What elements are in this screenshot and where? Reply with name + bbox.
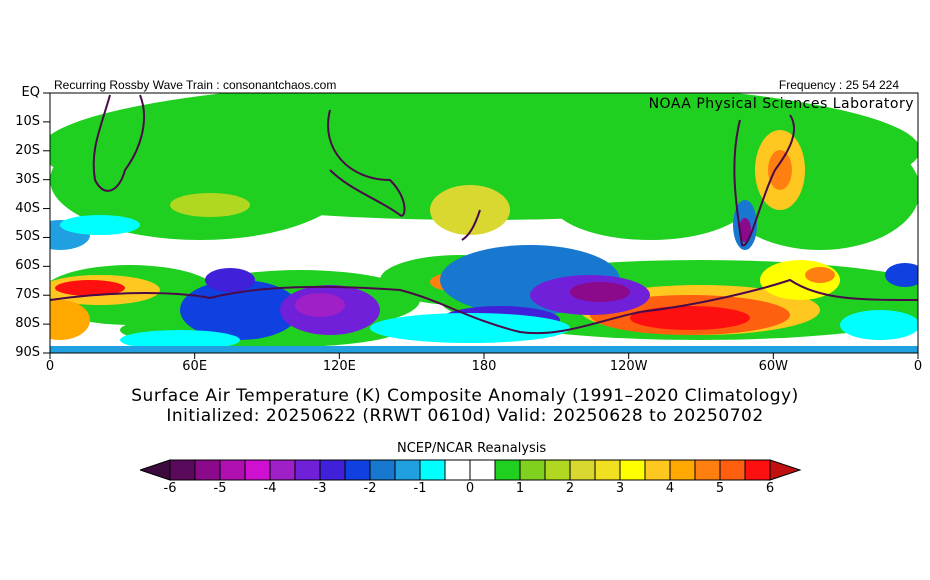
colorbar-box: [544, 459, 571, 481]
colorbar: [140, 459, 802, 481]
colorbar-box: [444, 459, 471, 481]
title-line1: Surface Air Temperature (K) Composite An…: [131, 386, 799, 406]
y-tick-label: 60S: [15, 258, 40, 274]
colorbar-box: [344, 459, 371, 481]
colorbar-box: [194, 459, 221, 481]
colorbar-over-triangle: [769, 459, 802, 481]
colorbar-tick-label: 4: [665, 481, 675, 496]
y-tick-label: 30S: [15, 171, 40, 187]
colorbar-tick-label: -2: [363, 481, 377, 496]
anomaly-region: [120, 330, 240, 350]
anomaly-field: [50, 93, 918, 353]
colorbar-box: [394, 459, 421, 481]
colorbar-box: [294, 459, 321, 481]
colorbar-box: [419, 459, 446, 481]
y-tick-label: 70S: [15, 287, 40, 303]
colorbar-box: [169, 459, 196, 481]
anomaly-map: [43, 92, 919, 359]
y-tick-label: 40S: [15, 200, 40, 216]
colorbar-tick-label: 3: [615, 481, 625, 496]
colorbar-tick-label: 0: [465, 481, 475, 496]
anomaly-region: [840, 310, 918, 340]
anomaly-region: [50, 120, 350, 240]
colorbar-label: NCEP/NCAR Reanalysis: [397, 441, 547, 456]
colorbar-tick-label: -4: [263, 481, 277, 496]
anomaly-region: [205, 268, 255, 292]
anomaly-region: [180, 280, 300, 340]
colorbar-box: [219, 459, 246, 481]
x-tick-label: 0: [45, 359, 55, 374]
anomaly-region: [550, 160, 750, 240]
colorbar-under-triangle: [140, 459, 171, 481]
colorbar-box: [719, 459, 746, 481]
colorbar-box: [569, 459, 596, 481]
x-tick-label: 120W: [609, 359, 648, 374]
colorbar-tick-label: -6: [163, 481, 177, 496]
x-tick-label: 120E: [322, 359, 356, 374]
coastlines: [50, 94, 918, 335]
credit-label: NOAA Physical Sciences Laboratory: [648, 96, 914, 112]
y-tick-label: EQ: [21, 85, 40, 100]
colorbar-box: [744, 459, 771, 481]
colorbar-tick-label: 6: [765, 481, 775, 496]
anomaly-region: [430, 185, 510, 235]
y-tick-label: 80S: [15, 316, 40, 332]
colorbar-tick-label: 5: [715, 481, 725, 496]
colorbar-box: [469, 459, 496, 481]
anomaly-region: [370, 313, 570, 343]
x-tick-label: 60E: [182, 359, 208, 374]
colorbar-box: [694, 459, 721, 481]
colorbar-box: [269, 459, 296, 481]
colorbar-box: [644, 459, 671, 481]
y-tick-label: 10S: [15, 113, 40, 129]
y-tick-label: 20S: [15, 142, 40, 158]
anomaly-region: [50, 300, 90, 340]
y-tick-label: 90S: [15, 345, 40, 360]
colorbar-box: [244, 459, 271, 481]
colorbar-tick-label: -5: [213, 481, 227, 496]
colorbar-tick-label: 2: [565, 481, 575, 496]
anomaly-region: [885, 263, 918, 287]
colorbar-box: [519, 459, 546, 481]
x-tick-label: 60W: [758, 359, 789, 374]
anomaly-region: [295, 293, 345, 317]
colorbar-tick-label: -1: [413, 481, 427, 496]
colorbar-box: [594, 459, 621, 481]
colorbar-tick-label: 1: [515, 481, 525, 496]
anomaly-region: [170, 193, 250, 217]
colorbar-box: [669, 459, 696, 481]
anomaly-region: [805, 267, 835, 283]
colorbar-box: [619, 459, 646, 481]
header-right: Frequency : 25 54 224: [778, 78, 899, 92]
anomaly-region: [739, 218, 751, 242]
anomaly-region: [60, 215, 140, 235]
anomaly-region: [55, 280, 125, 296]
colorbar-box: [494, 459, 521, 481]
colorbar-box: [369, 459, 396, 481]
y-tick-label: 50S: [15, 229, 40, 245]
colorbar-box: [319, 459, 346, 481]
header-left: Recurring Rossby Wave Train : consonantc…: [54, 78, 337, 92]
colorbar-tick-label: -3: [313, 481, 327, 496]
anomaly-region: [630, 306, 750, 330]
anomaly-region: [50, 346, 918, 353]
anomaly-region: [570, 282, 630, 302]
anomaly-region: [768, 150, 792, 190]
x-tick-label: 180: [471, 359, 497, 374]
title-line2: Initialized: 20250622 (RRWT 0610d) Valid…: [166, 406, 764, 426]
x-tick-label: 0: [913, 359, 923, 374]
